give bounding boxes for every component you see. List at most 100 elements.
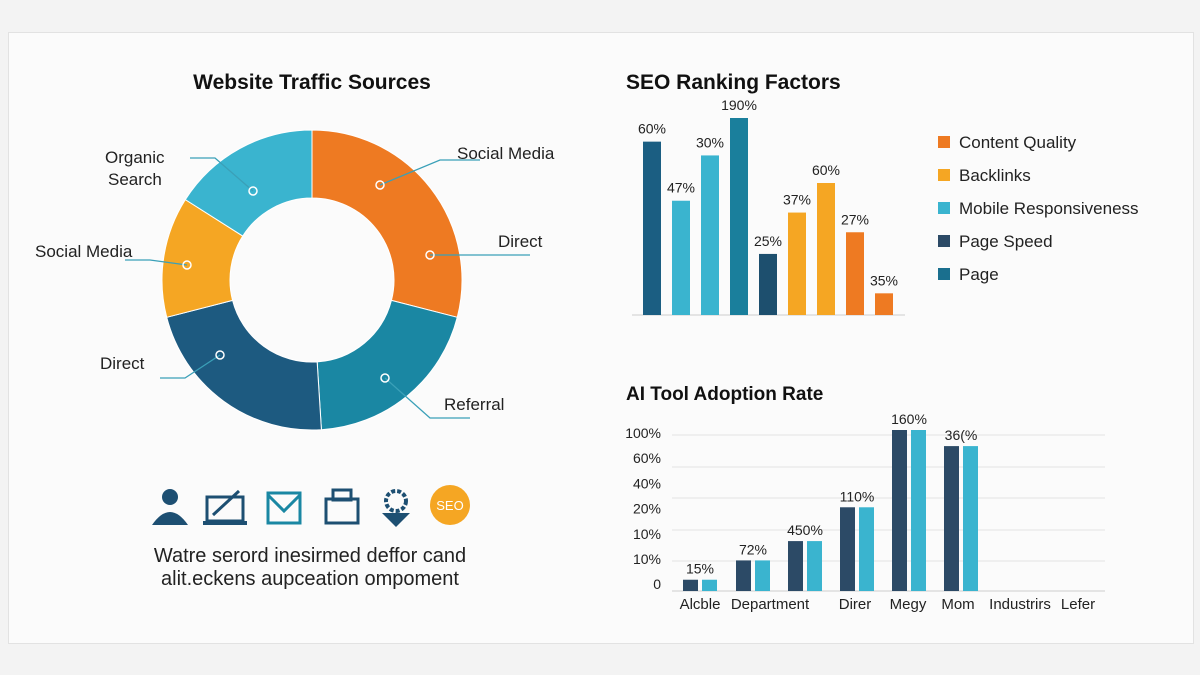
donut-title: Website Traffic Sources bbox=[193, 71, 431, 94]
caption-line-2: alit.eckens aupceation ompoment bbox=[161, 568, 459, 590]
callout-line bbox=[384, 377, 470, 419]
user-icon bbox=[152, 512, 188, 525]
ai-bar-label: 160% bbox=[891, 411, 927, 427]
seo-badge-text: SEO bbox=[436, 498, 463, 513]
gear-location-icon bbox=[384, 489, 408, 513]
legend-swatch bbox=[938, 268, 950, 280]
seo-bar-label: 37% bbox=[783, 192, 811, 208]
legend-label: Page Speed bbox=[959, 232, 1053, 251]
seo-bar-label: 27% bbox=[841, 211, 869, 227]
ai-bar bbox=[736, 560, 751, 591]
laptop-chart-icon bbox=[205, 495, 245, 523]
seo-bar bbox=[672, 200, 690, 315]
ai-bar-label: 450% bbox=[787, 522, 823, 538]
seo-bar bbox=[817, 183, 835, 315]
x-category-label: Megy bbox=[890, 596, 927, 613]
callout-dot bbox=[182, 260, 192, 270]
ai-bar bbox=[755, 560, 770, 591]
callout-label: Referral bbox=[444, 395, 504, 414]
callout-dot bbox=[248, 186, 258, 196]
seo-bar-label: 60% bbox=[812, 162, 840, 178]
donut-slice-3 bbox=[166, 299, 322, 431]
printer-icon bbox=[331, 488, 353, 502]
legend-label: Content Quality bbox=[959, 133, 1077, 152]
legend-swatch bbox=[938, 136, 950, 148]
callout-label: Social Media bbox=[457, 144, 555, 163]
ai-bar bbox=[944, 446, 959, 591]
donut-slice-5 bbox=[184, 129, 313, 237]
seo-badge-icon bbox=[430, 485, 470, 525]
ai-bar bbox=[892, 430, 907, 591]
donut-slice-2 bbox=[316, 299, 458, 431]
ai-bar bbox=[807, 541, 822, 591]
seo-chart-title: SEO Ranking Factors bbox=[626, 71, 841, 94]
callout-dot bbox=[380, 373, 390, 383]
x-category-label: Industrirs bbox=[989, 596, 1051, 613]
ai-bar bbox=[859, 507, 874, 591]
y-tick-label: 10% bbox=[633, 526, 661, 542]
x-category-label: Alcble bbox=[680, 596, 721, 613]
seo-bar bbox=[759, 253, 777, 315]
y-tick-label: 100% bbox=[625, 425, 661, 441]
seo-bar-label: 30% bbox=[696, 134, 724, 150]
ai-bar bbox=[702, 579, 717, 591]
legend-swatch bbox=[938, 169, 950, 181]
calendar-mail-icon bbox=[266, 493, 302, 514]
laptop-chart-icon bbox=[211, 489, 241, 517]
callout-line bbox=[379, 159, 480, 186]
ai-bar bbox=[911, 430, 926, 591]
callout-label: Social Media bbox=[35, 242, 133, 261]
user-icon bbox=[162, 489, 178, 505]
legend-swatch bbox=[938, 235, 950, 247]
ai-bar bbox=[683, 579, 698, 591]
ai-bar-label: 36(% bbox=[945, 427, 978, 443]
seo-bar bbox=[701, 155, 719, 315]
y-tick-label: 40% bbox=[633, 475, 661, 491]
y-tick-label: 60% bbox=[633, 450, 661, 466]
seo-bar-label: 190% bbox=[721, 97, 757, 113]
caption: Watre serord inesirmed deffor cand alit.… bbox=[130, 545, 490, 591]
donut-slice-0 bbox=[311, 129, 463, 318]
seo-bar-label: 60% bbox=[638, 121, 666, 137]
ai-bar bbox=[788, 541, 803, 591]
callout-dot bbox=[425, 250, 435, 260]
gear-location-icon bbox=[382, 513, 410, 527]
ai-bar bbox=[963, 446, 978, 591]
callout-label: Direct bbox=[100, 354, 145, 373]
x-category-label: Department bbox=[731, 596, 810, 613]
x-category-label: Mom bbox=[941, 596, 974, 613]
callout-line bbox=[160, 354, 221, 379]
ai-bar bbox=[840, 507, 855, 591]
seo-bar bbox=[643, 141, 661, 315]
y-tick-label: 20% bbox=[633, 501, 661, 517]
x-category-label: Direr bbox=[839, 596, 872, 613]
y-tick-label: 0 bbox=[653, 576, 661, 592]
callout-line bbox=[190, 157, 254, 192]
ai-bar-label: 110% bbox=[840, 488, 875, 504]
seo-bar-label: 35% bbox=[870, 272, 898, 288]
printer-icon bbox=[324, 497, 360, 525]
caption-line-1: Watre serord inesirmed deffor cand bbox=[153, 545, 467, 567]
calendar-mail-icon bbox=[266, 491, 302, 525]
seo-bar-label: 25% bbox=[754, 233, 782, 249]
callout-dot bbox=[215, 350, 225, 360]
callout-label: Search bbox=[108, 170, 162, 189]
laptop-chart-icon bbox=[203, 521, 247, 525]
legend-swatch bbox=[938, 202, 950, 214]
seo-bar bbox=[788, 212, 806, 315]
y-tick-label: 10% bbox=[633, 551, 661, 567]
ai-bar-label: 15% bbox=[686, 561, 714, 577]
seo-bar bbox=[730, 118, 748, 315]
ai-chart-title: AI Tool Adoption Rate bbox=[626, 384, 823, 405]
ai-bar-label: 72% bbox=[739, 541, 767, 557]
seo-bar bbox=[875, 293, 893, 315]
callout-line bbox=[125, 259, 188, 266]
legend-label: Backlinks bbox=[959, 166, 1031, 185]
legend-label: Page bbox=[959, 265, 999, 284]
seo-bar bbox=[846, 232, 864, 315]
callout-label: Organic bbox=[105, 148, 165, 167]
legend-label: Mobile Responsiveness bbox=[959, 199, 1139, 218]
callout-dot bbox=[375, 180, 385, 190]
